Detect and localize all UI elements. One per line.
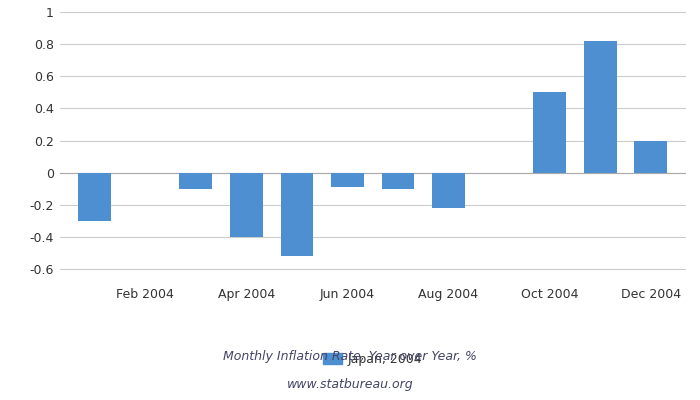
Bar bbox=[634, 140, 667, 173]
Bar bbox=[179, 173, 212, 189]
Bar bbox=[78, 173, 111, 221]
Text: Monthly Inflation Rate, Year over Year, %: Monthly Inflation Rate, Year over Year, … bbox=[223, 350, 477, 363]
Bar bbox=[584, 41, 617, 173]
Bar bbox=[281, 173, 314, 256]
Bar bbox=[533, 92, 566, 173]
Bar bbox=[230, 173, 263, 237]
Bar bbox=[382, 173, 414, 189]
Legend: Japan, 2004: Japan, 2004 bbox=[318, 348, 428, 371]
Bar bbox=[432, 173, 465, 208]
Bar bbox=[331, 173, 364, 187]
Text: www.statbureau.org: www.statbureau.org bbox=[287, 378, 413, 391]
